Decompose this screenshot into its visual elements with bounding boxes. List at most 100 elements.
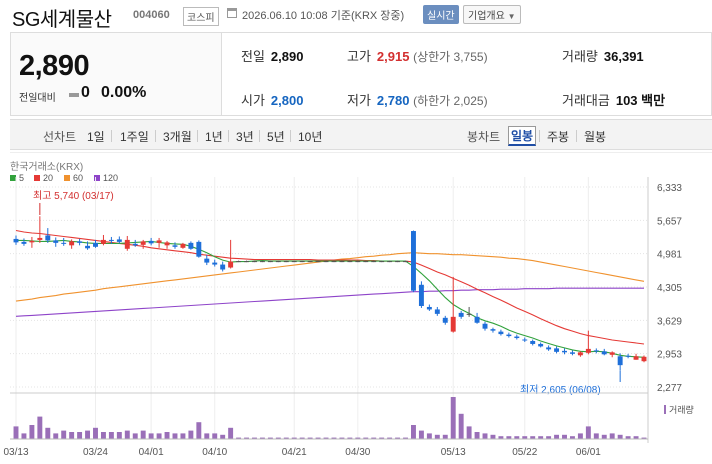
volume-bar xyxy=(259,437,265,439)
legend-label-60: 60 xyxy=(73,173,83,183)
candlestick-chart[interactable]: 한국거래소(KRX) 5 20 60 120 최고 5,740 (03/17) 최저 2… xyxy=(0,151,712,464)
tab-1week[interactable]: 1주일 xyxy=(120,130,149,144)
volume-bar xyxy=(307,437,313,439)
tab-5year[interactable]: 5년 xyxy=(267,130,285,144)
candle-body xyxy=(53,240,59,243)
volume-bar xyxy=(538,436,544,439)
candle-body xyxy=(164,242,170,246)
moving-average-lines xyxy=(15,229,645,358)
volume-bar xyxy=(212,433,218,439)
volume-bar xyxy=(45,427,51,439)
prev-close-stat: 전일 2,890 xyxy=(241,49,304,64)
candle-body xyxy=(411,231,416,291)
legend-swatch-120 xyxy=(94,175,100,181)
volume-bar xyxy=(522,436,528,439)
volume-bar xyxy=(403,437,408,439)
volume-bar xyxy=(418,430,424,439)
candle-body xyxy=(641,356,647,362)
legend-label-5: 5 xyxy=(19,173,24,183)
volume-bar xyxy=(363,437,369,439)
candle-body xyxy=(275,261,281,263)
volume-bar xyxy=(100,432,106,439)
volume-bar xyxy=(562,434,567,439)
candle-body xyxy=(188,242,194,249)
y-tick-label: 4,305 xyxy=(657,283,682,294)
candle-body xyxy=(252,261,257,263)
realtime-button[interactable]: 실시간 xyxy=(423,5,459,24)
volume-bar xyxy=(395,437,401,439)
volume-bar xyxy=(93,427,98,439)
candle-body xyxy=(482,323,488,329)
ma20-line xyxy=(15,229,645,345)
candle-body xyxy=(569,352,575,354)
volume-bar xyxy=(585,426,591,439)
candle-chart-heading: 봉차트 xyxy=(467,130,501,144)
volume-bar xyxy=(204,433,210,439)
volume-bar xyxy=(339,437,345,439)
stock-header: SG세계물산 004060 코스피 2026.06.10 10:08 기준(KR… xyxy=(0,0,712,32)
legend-swatch-20 xyxy=(34,175,40,181)
amount-stat: 거래대금 103 백만 xyxy=(562,93,666,108)
tab-3month[interactable]: 3개월 xyxy=(163,130,192,144)
candle-body xyxy=(196,241,202,257)
chevron-down-icon: ▼ xyxy=(507,12,516,21)
x-tick-label: 05/22 xyxy=(512,447,537,458)
volume-stat: 거래량 36,391 xyxy=(562,49,644,64)
tab-10year[interactable]: 10년 xyxy=(298,130,323,144)
candle-body xyxy=(466,313,472,315)
volume-bar xyxy=(180,433,186,439)
volume-bar xyxy=(124,430,130,439)
volume-bar xyxy=(546,436,552,439)
volume-legend-swatch xyxy=(664,405,666,414)
candle-body xyxy=(450,316,456,332)
candle-body xyxy=(61,242,67,244)
candle-body xyxy=(299,261,305,263)
volume-bar xyxy=(140,430,146,439)
candle-body xyxy=(21,241,27,244)
chart-annotations: 최고 5,740 (03/17) 최저 2,605 (06/08) xyxy=(33,190,621,396)
candle-body xyxy=(13,238,19,243)
volume-bar xyxy=(37,416,43,439)
candle-body xyxy=(347,261,353,263)
candle-body xyxy=(204,258,210,263)
volume-bar xyxy=(196,422,202,439)
volume-bar xyxy=(267,437,273,439)
volume-bar xyxy=(458,413,464,439)
y-tick-label: 2,277 xyxy=(657,383,682,394)
high-stat: 고가 2,915 (상한가 3,755) xyxy=(347,49,488,64)
ma-legend: 5 20 60 120 xyxy=(10,173,118,183)
change-value: 0 xyxy=(81,84,90,101)
tab-daily[interactable]: 일봉 xyxy=(508,126,537,146)
stock-name: SG세계물산 xyxy=(12,9,112,31)
volume-bar xyxy=(506,436,512,439)
candle-body xyxy=(633,356,639,360)
x-tick-label: 05/13 xyxy=(441,447,466,458)
volume-bar xyxy=(188,430,194,439)
tab-1day[interactable]: 1일 xyxy=(87,130,105,144)
candle-body xyxy=(220,264,226,270)
tab-1year[interactable]: 1년 xyxy=(205,130,223,144)
candle-body xyxy=(554,348,560,352)
company-info-dropdown[interactable]: 기업개요 ▼ xyxy=(463,5,521,24)
candle-body xyxy=(609,352,615,355)
high-annotation: 최고 5,740 (03/17) xyxy=(33,190,114,202)
candle-body xyxy=(387,261,393,263)
volume-bar xyxy=(315,437,321,439)
tab-monthly[interactable]: 월봉 xyxy=(584,130,607,144)
candle-body xyxy=(323,261,329,263)
y-tick-label: 6,333 xyxy=(657,183,682,194)
candle-body xyxy=(339,261,345,263)
volume-bar xyxy=(172,433,178,439)
volume-bar xyxy=(53,433,59,439)
candle-body xyxy=(355,261,361,263)
volume-bar xyxy=(641,437,647,439)
y-tick-label: 4,981 xyxy=(657,250,682,261)
volume-bar xyxy=(21,433,27,439)
candle-body xyxy=(307,261,313,263)
volume-bar xyxy=(355,437,361,439)
candle-body xyxy=(45,235,51,241)
volume-bar xyxy=(601,434,607,439)
tab-weekly[interactable]: 주봉 xyxy=(547,130,570,144)
volume-bar xyxy=(347,437,353,439)
tab-3year[interactable]: 3년 xyxy=(236,130,254,144)
